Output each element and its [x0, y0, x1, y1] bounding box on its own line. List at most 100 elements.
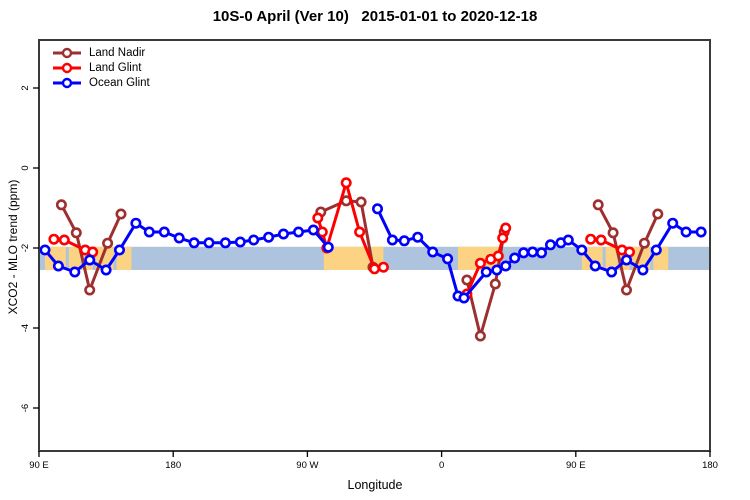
data-point-ocean-glint [322, 241, 334, 253]
map-band-land [605, 246, 618, 270]
data-point-ocean-glint [427, 246, 439, 258]
data-point-ocean-glint [69, 266, 81, 278]
legend-marker-ocean-glint [53, 77, 81, 88]
data-point-land-nadir [592, 199, 604, 211]
legend-marker-land-glint [53, 62, 81, 73]
data-point-ocean-glint [544, 239, 556, 251]
y-tick-label: -6 [20, 404, 31, 412]
data-point-ocean-glint [100, 264, 112, 276]
legend-marker-land-nadir [53, 47, 81, 58]
data-point-ocean-glint [158, 226, 170, 238]
data-point-land-glint [48, 233, 60, 245]
data-point-ocean-glint [518, 247, 530, 259]
data-point-land-nadir [489, 278, 501, 290]
data-point-land-glint [377, 261, 389, 273]
data-point-ocean-glint [173, 232, 185, 244]
data-point-ocean-glint [292, 226, 304, 238]
data-point-ocean-glint [535, 247, 547, 259]
data-point-ocean-glint [442, 253, 454, 265]
data-point-ocean-glint [509, 252, 521, 264]
data-point-land-glint [492, 250, 504, 262]
chart-title: 10S-0 April (Ver 10) 2015-01-01 to 2020-… [212, 8, 538, 25]
plot-frame [38, 39, 711, 452]
data-point-land-nadir [652, 208, 664, 220]
data-point-ocean-glint [589, 260, 601, 272]
data-point-ocean-glint [562, 234, 574, 246]
data-point-ocean-glint [606, 266, 618, 278]
x-tick-label: 90 W [296, 460, 318, 471]
legend-item-ocean-glint: Ocean Glint [52, 75, 150, 90]
data-point-land-nadir [638, 237, 650, 249]
data-point-ocean-glint [480, 266, 492, 278]
data-point-land-glint [312, 212, 324, 224]
data-point-ocean-glint [667, 217, 679, 229]
data-point-land-nadir [355, 196, 367, 208]
data-point-ocean-glint [130, 217, 142, 229]
x-tick-label: 0 [439, 460, 444, 471]
data-point-ocean-glint [576, 244, 588, 256]
legend-label: Land Nadir [89, 46, 146, 59]
y-tick-label: 2 [20, 85, 31, 90]
data-point-land-glint [368, 263, 380, 275]
data-point-land-nadir [102, 237, 114, 249]
x-axis-label: Longitude [347, 478, 403, 492]
data-point-land-glint [474, 257, 486, 269]
data-point-land-glint [58, 234, 70, 246]
data-point-ocean-glint [527, 246, 539, 258]
data-point-ocean-glint [114, 244, 126, 256]
y-tick-label: -4 [20, 324, 31, 332]
x-tick-label: 180 [702, 460, 718, 471]
data-point-ocean-glint [188, 237, 200, 249]
data-point-land-glint [497, 232, 509, 244]
data-point-ocean-glint [398, 235, 410, 247]
data-point-ocean-glint [412, 231, 424, 243]
y-tick-label: 0 [20, 165, 31, 170]
data-point-land-nadir [474, 330, 486, 342]
data-point-ocean-glint [234, 236, 246, 248]
data-point-land-glint [340, 177, 352, 189]
data-point-ocean-glint [203, 237, 215, 249]
y-axis-label: XCO2 - MLO trend (ppm) [6, 179, 20, 315]
data-point-ocean-glint [84, 254, 96, 266]
data-point-land-nadir [620, 284, 632, 296]
data-point-ocean-glint [52, 260, 64, 272]
data-point-land-glint [585, 233, 597, 245]
data-point-ocean-glint [500, 260, 512, 272]
legend-label: Land Glint [89, 61, 142, 74]
y-tick-label: -2 [20, 244, 31, 252]
data-point-land-nadir [607, 227, 619, 239]
data-point-land-nadir [115, 208, 127, 220]
data-point-ocean-glint [307, 224, 319, 236]
data-point-land-glint [354, 226, 366, 238]
legend-label: Ocean Glint [89, 76, 150, 89]
chart-legend: Land Nadir Land Glint Ocean Glint [52, 45, 150, 90]
data-point-ocean-glint [491, 264, 503, 276]
data-point-land-nadir [461, 274, 473, 286]
data-point-land-glint [500, 222, 512, 234]
data-point-ocean-glint [386, 234, 398, 246]
data-point-land-nadir [84, 284, 96, 296]
data-point-ocean-glint [263, 231, 275, 243]
data-point-ocean-glint [695, 226, 707, 238]
data-point-ocean-glint [650, 244, 662, 256]
x-tick-label: 90 E [566, 460, 586, 471]
data-point-ocean-glint [277, 228, 289, 240]
map-band-land [68, 246, 81, 270]
data-point-ocean-glint [680, 226, 692, 238]
data-point-ocean-glint [458, 292, 470, 304]
data-point-ocean-glint [248, 234, 260, 246]
data-point-ocean-glint [143, 226, 155, 238]
legend-item-land-glint: Land Glint [52, 60, 150, 75]
x-tick-label: 90 E [29, 460, 49, 471]
data-point-land-glint [595, 234, 607, 246]
data-point-ocean-glint [219, 237, 231, 249]
data-point-ocean-glint [620, 254, 632, 266]
x-tick-label: 180 [165, 460, 181, 471]
data-point-land-nadir [55, 199, 67, 211]
data-point-ocean-glint [39, 244, 51, 256]
data-point-land-nadir [70, 227, 82, 239]
data-point-ocean-glint [637, 264, 649, 276]
data-point-ocean-glint [371, 203, 383, 215]
